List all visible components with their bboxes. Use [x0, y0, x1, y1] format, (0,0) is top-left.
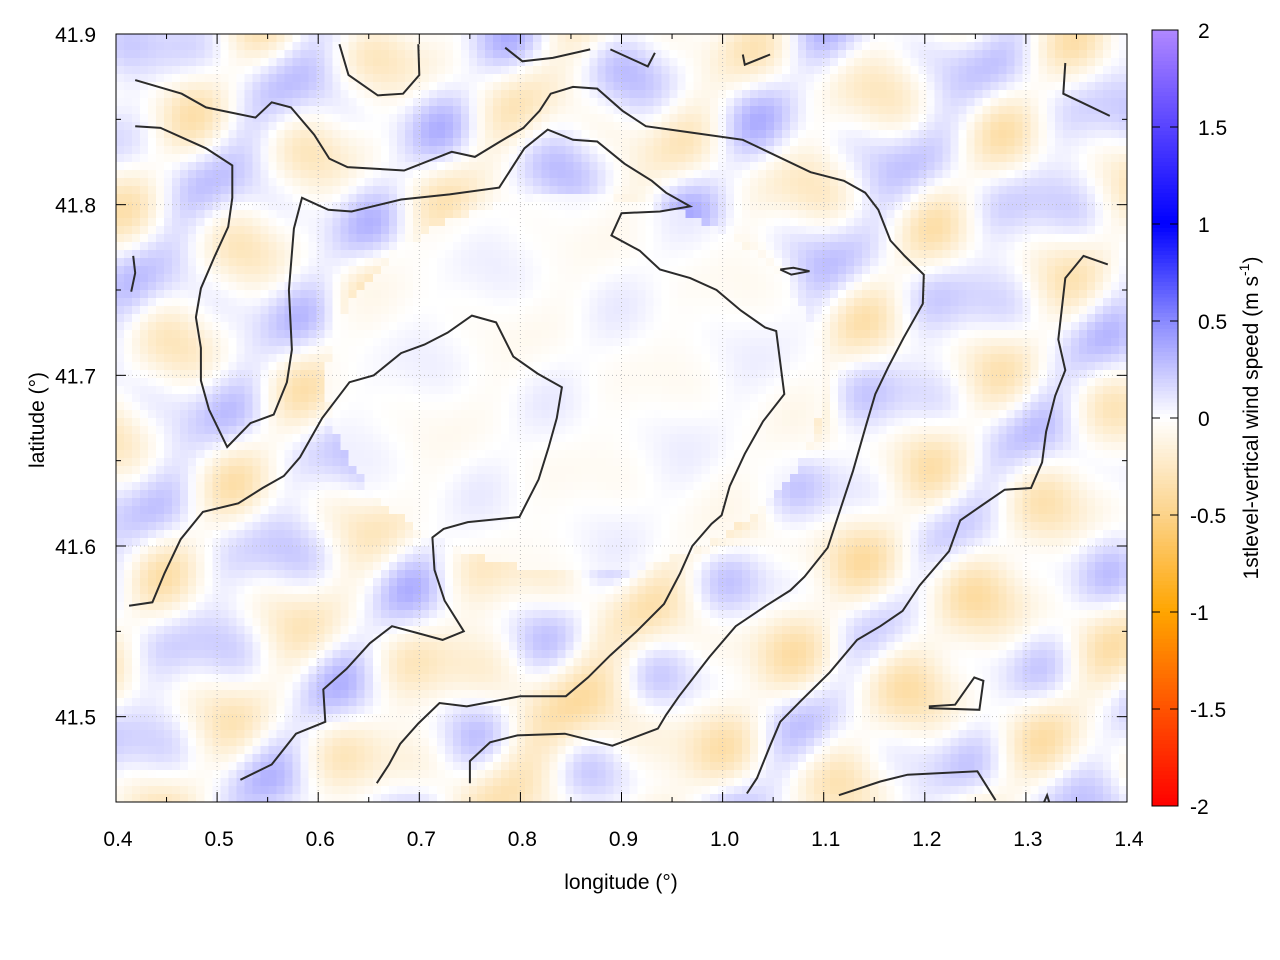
contour-line	[130, 255, 137, 292]
colorbar-ticks: 2 1.5 1 0.5 0 -0.5 -1 -1.5 -2	[1152, 20, 1227, 819]
contour-line	[928, 676, 985, 711]
y-tick-label: 41.8	[55, 195, 96, 218]
x-tick-label: 0.9	[609, 828, 638, 851]
colorbar-tick-label: -1	[1190, 602, 1209, 625]
colorbar-tick-label: 2	[1198, 20, 1210, 43]
x-tick-label: 1.3	[1013, 828, 1042, 851]
colorbar-tick-label: 0	[1198, 408, 1210, 431]
colorbar-tick-label: 1	[1198, 214, 1210, 237]
contour-line	[128, 314, 564, 781]
contour-line	[838, 770, 997, 801]
contour-line	[504, 46, 591, 63]
contour-lines	[128, 43, 1111, 803]
contour-line	[1043, 792, 1051, 803]
x-tick-label: 0.5	[204, 828, 233, 851]
colorbar-tick-label: -2	[1190, 796, 1209, 819]
contour-line	[338, 43, 421, 97]
x-tick-label: 0.8	[508, 828, 537, 851]
x-tick-label: 0.6	[306, 828, 335, 851]
colorbar-tick-label: 1.5	[1198, 117, 1227, 140]
colorbar-tick-label: -1.5	[1190, 699, 1226, 722]
grid-lines	[116, 34, 1127, 802]
axis-ticks: 0.4 0.5 0.6 0.7 0.8 0.9 1.0 1.1 1.2 1.3 1.4 41.5 41.…	[55, 24, 1144, 851]
x-tick-label: 0.4	[103, 828, 133, 851]
contour-line	[1062, 62, 1111, 117]
y-tick-label: 41.5	[55, 707, 96, 730]
x-tick-label: 1.2	[912, 828, 941, 851]
contour-line	[134, 79, 925, 784]
x-axis-label: longitude (°)	[564, 871, 677, 894]
x-tick-label: 0.7	[407, 828, 436, 851]
colorbar-tick-label: 0.5	[1198, 311, 1227, 334]
contour-line	[135, 125, 786, 784]
x-tick-label: 1.0	[710, 828, 739, 851]
y-tick-label: 41.7	[55, 365, 96, 388]
contour-line	[779, 266, 810, 276]
y-tick-label: 41.9	[55, 24, 96, 47]
contour-line	[746, 254, 1109, 795]
y-axis-label: latitude (°)	[26, 372, 49, 468]
x-tick-label: 1.4	[1114, 828, 1144, 851]
y-tick-label: 41.6	[55, 536, 96, 559]
x-tick-label: 1.1	[811, 828, 840, 851]
colorbar-label: 1stlevel-vertical wind speed (m s-1)	[1236, 257, 1263, 580]
colorbar-tick-label: -0.5	[1190, 505, 1226, 528]
contour-line	[741, 53, 771, 67]
contour-line	[609, 48, 656, 68]
